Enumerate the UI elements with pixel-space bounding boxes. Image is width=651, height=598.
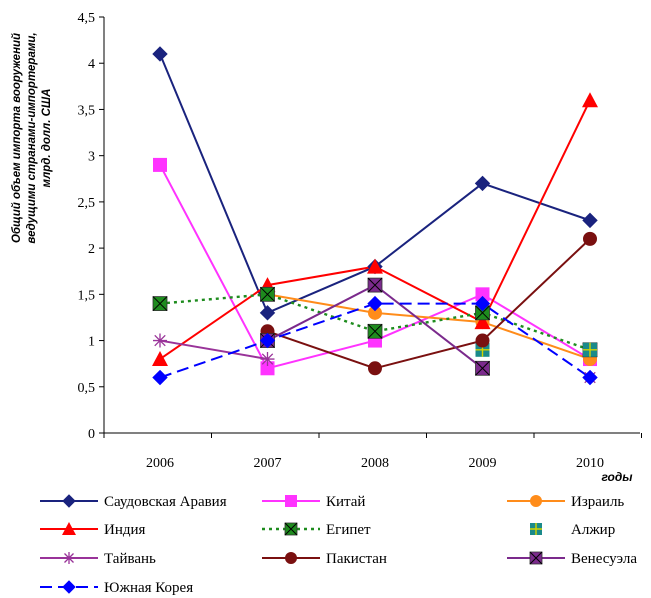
series-markers bbox=[152, 46, 598, 386]
series-8-point bbox=[475, 360, 490, 376]
legend-label: Пакистан bbox=[326, 551, 387, 567]
series-7-point bbox=[583, 231, 597, 246]
series-1-point bbox=[153, 157, 167, 172]
legend-label: Китай bbox=[326, 494, 365, 510]
y-axis-label-line-1: Общий объем импорта вооружений bbox=[11, 33, 23, 243]
legend-marker bbox=[63, 552, 75, 564]
legend-marker bbox=[284, 522, 298, 536]
legend-marker bbox=[62, 494, 76, 508]
series-6-point bbox=[153, 333, 167, 348]
series-6-line bbox=[159, 339, 268, 361]
series-7-point bbox=[475, 333, 490, 348]
legend-marker bbox=[285, 495, 297, 507]
legend-label: Израиль bbox=[571, 494, 624, 510]
series-5-point bbox=[583, 342, 597, 357]
legend-item: Израиль bbox=[507, 494, 624, 510]
series-3-point bbox=[474, 314, 491, 330]
y-tick-label: 2 bbox=[88, 242, 95, 257]
series-1-point bbox=[260, 361, 275, 376]
legend-marker bbox=[530, 495, 542, 507]
legend-label: Южная Корея bbox=[104, 580, 193, 596]
series-0-point bbox=[582, 212, 598, 229]
x-tick-label: 2007 bbox=[254, 456, 282, 471]
x-tick-label: 2008 bbox=[361, 456, 389, 471]
y-tick-label: 3,5 bbox=[78, 103, 96, 118]
legend-marker bbox=[529, 551, 543, 565]
legend-item: Венесуэла bbox=[507, 551, 637, 567]
series-9-point bbox=[582, 369, 598, 386]
legend-label: Алжир bbox=[571, 522, 615, 538]
legend-label: Саудовская Аравия bbox=[104, 494, 227, 510]
y-tick-label: 1 bbox=[88, 335, 95, 350]
series-0-point bbox=[152, 46, 168, 62]
series-0-point bbox=[474, 175, 491, 192]
y-tick-labels: 0 0,5 1 1,5 2 2,5 3 3,5 4 4,5 bbox=[78, 11, 96, 442]
series-0-point bbox=[259, 305, 276, 321]
x-tick-labels: 2006 2007 2008 2009 2010 bbox=[146, 456, 604, 471]
legend-item: Пакистан bbox=[262, 551, 387, 567]
y-tick-label: 1,5 bbox=[78, 288, 96, 303]
y-tick-label: 3 bbox=[88, 150, 95, 165]
legend-label: Египет bbox=[326, 522, 371, 538]
legend-item: Саудовская Аравия bbox=[40, 494, 227, 510]
series-7-line bbox=[267, 238, 591, 370]
x-tick-label: 2006 bbox=[146, 456, 174, 471]
legend-item: Египет bbox=[262, 522, 371, 538]
y-axis-label-line-3: млрд. долл. США bbox=[41, 89, 53, 188]
legend-item: Тайвань bbox=[40, 551, 156, 567]
series-8-point bbox=[367, 277, 383, 293]
series-3-point bbox=[152, 351, 168, 367]
y-tick-label: 2,5 bbox=[78, 196, 96, 211]
legend-marker bbox=[530, 523, 542, 535]
axes bbox=[99, 16, 642, 438]
legend: Саудовская Аравия Китай Израиль Индия Египет… bbox=[40, 494, 637, 596]
series-9-point bbox=[474, 295, 491, 312]
legend-marker bbox=[62, 522, 76, 535]
series-9-point bbox=[152, 369, 168, 386]
legend-item: Алжир bbox=[530, 522, 615, 538]
y-axis-label: Общий объем импорта вооружений ведущими … bbox=[11, 32, 53, 243]
y-tick-label: 4,5 bbox=[78, 11, 96, 26]
legend-label: Индия bbox=[104, 522, 146, 538]
y-tick-label: 4 bbox=[88, 57, 95, 72]
y-tick-label: 0,5 bbox=[78, 381, 96, 396]
series-7-point bbox=[368, 361, 382, 376]
legend-marker bbox=[62, 580, 76, 594]
y-tick-label: 0 bbox=[88, 427, 95, 442]
series-4-point bbox=[152, 296, 168, 311]
legend-label: Тайвань bbox=[104, 551, 156, 567]
series-4-point bbox=[260, 286, 275, 302]
series-4-line bbox=[159, 293, 591, 351]
legend-item: Китай bbox=[262, 494, 365, 510]
legend-label: Венесуэла bbox=[571, 551, 637, 567]
series-6-point bbox=[260, 352, 275, 367]
series-3-point bbox=[582, 92, 598, 108]
legend-item: Южная Корея bbox=[40, 580, 193, 596]
series-9-point bbox=[367, 295, 383, 312]
series-9-point bbox=[259, 332, 276, 349]
series-1-point bbox=[475, 287, 490, 302]
x-tick-label: 2010 bbox=[576, 456, 604, 471]
legend-marker bbox=[285, 552, 297, 564]
series-3-point bbox=[367, 258, 383, 274]
series-4-point bbox=[367, 323, 383, 339]
legend-item: Индия bbox=[40, 522, 146, 538]
x-tick-label: 2009 bbox=[469, 456, 497, 471]
y-axis-label-line-2: ведущими странами-импортерами, bbox=[26, 32, 38, 243]
x-axis-label: годы bbox=[601, 470, 633, 484]
